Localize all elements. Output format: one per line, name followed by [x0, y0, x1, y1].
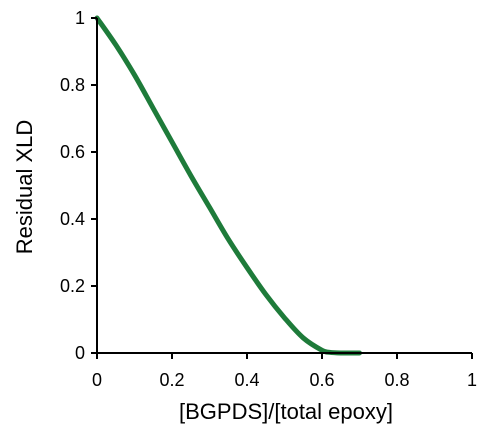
series-lines: [97, 18, 360, 353]
y-tick-label: 1: [75, 8, 85, 28]
y-tick-label: 0.2: [60, 276, 85, 296]
x-axis-ticks: 0 0.2 0.4 0.6 0.8 1: [92, 353, 477, 390]
y-axis-ticks: 0 0.2 0.4 0.6 0.8 1: [60, 8, 97, 363]
y-axis-title: Residual XLD: [12, 120, 37, 255]
x-tick-label: 0.6: [309, 370, 334, 390]
y-tick-label: 0.8: [60, 75, 85, 95]
x-axis-title: [BGPDS]/[total epoxy]: [179, 399, 393, 424]
x-tick-label: 0.8: [384, 370, 409, 390]
y-tick-label: 0.6: [60, 142, 85, 162]
y-tick-label: 0: [75, 343, 85, 363]
x-tick-label: 0: [92, 370, 102, 390]
x-tick-label: 0.2: [159, 370, 184, 390]
y-tick-label: 0.4: [60, 209, 85, 229]
x-tick-label: 1: [467, 370, 477, 390]
x-tick-label: 0.4: [234, 370, 259, 390]
series-line-0: [97, 18, 360, 353]
